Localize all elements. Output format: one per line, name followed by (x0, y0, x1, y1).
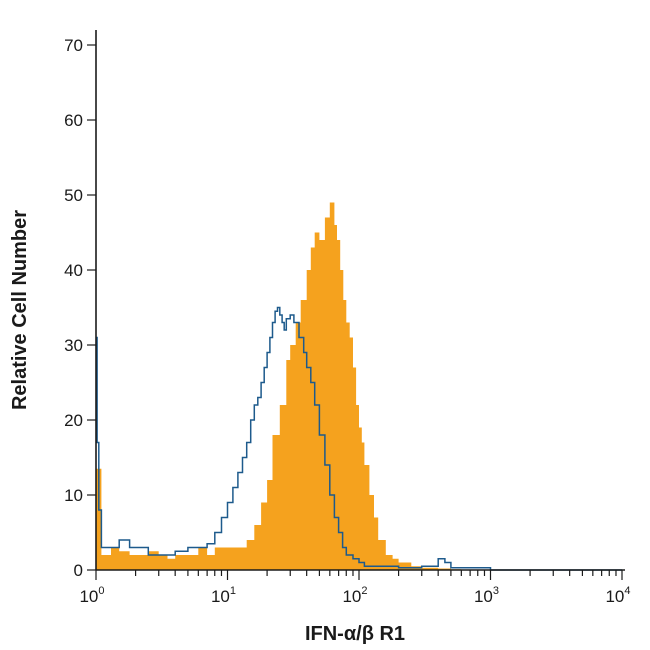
y-tick-label: 10 (64, 486, 83, 505)
y-tick-label: 60 (64, 111, 83, 130)
x-tick-label: 102 (342, 585, 367, 606)
series-outline-histogram (96, 306, 622, 571)
x-tick-label: 100 (79, 585, 104, 606)
x-tick-label: 103 (474, 585, 499, 606)
x-tick-label: 104 (605, 585, 630, 606)
ticks-layer: 0 10 20 30 40 50 60 70 100 101 102 103 104 (64, 36, 630, 606)
y-tick-label: 20 (64, 411, 83, 430)
y-axis-title: Relative Cell Number (9, 210, 31, 410)
x-tick-label: 101 (211, 585, 236, 606)
y-tick-label: 30 (64, 336, 83, 355)
series-filled-histogram (96, 202, 622, 570)
y-tick-label: 40 (64, 261, 83, 280)
series-layer (96, 202, 622, 571)
y-tick-label: 50 (64, 186, 83, 205)
y-tick-label: 70 (64, 36, 83, 55)
x-axis-title: IFN-α/β R1 (305, 623, 405, 645)
y-tick-label: 0 (74, 561, 83, 580)
